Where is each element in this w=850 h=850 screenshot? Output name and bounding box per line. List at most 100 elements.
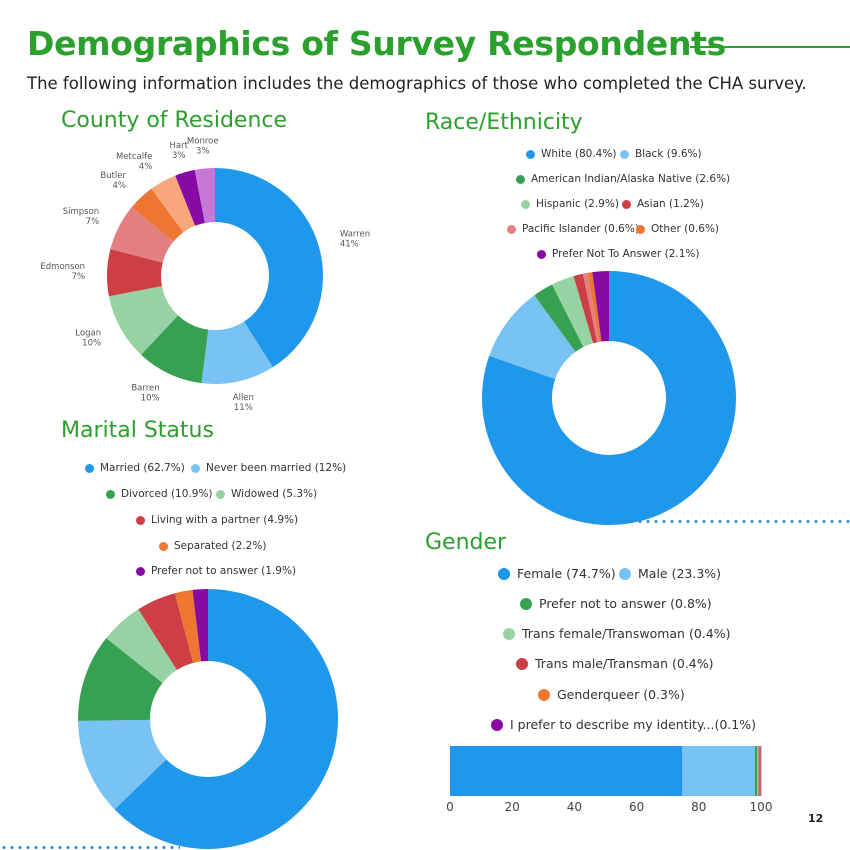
pie-slice: [192, 589, 208, 662]
x-tick-label: 60: [629, 800, 644, 814]
legend-swatch: [636, 224, 645, 234]
pie-slice: [110, 207, 174, 263]
bar-segment: [754, 746, 758, 796]
dotted-divider-bottom: [0, 846, 180, 849]
pie-slice: [138, 593, 194, 671]
slice-label: Simpson: [63, 207, 99, 217]
bar-segment: [759, 746, 761, 796]
legend-swatch: [136, 515, 145, 525]
slice-value-label: 3%: [172, 151, 186, 161]
bar-segment: [757, 746, 759, 796]
x-tick-label: 0: [446, 800, 454, 814]
bar-segment: [682, 746, 755, 796]
county-section-title: County of Residence: [61, 108, 288, 133]
pie-slice: [552, 276, 594, 348]
pie-slice: [114, 589, 338, 849]
pie-slice: [534, 284, 584, 352]
legend-item: Trans female/Transwoman (0.4%): [503, 626, 730, 641]
pie-slice: [489, 295, 576, 380]
legend-swatch: [136, 566, 145, 576]
pie-slice: [482, 271, 736, 525]
marital-section-title: Marital Status: [61, 418, 214, 443]
legend-item: Divorced (10.9%): [106, 488, 213, 500]
pie-slice: [107, 249, 163, 297]
x-tick-label: 20: [505, 800, 520, 814]
pie-slice: [141, 315, 209, 384]
legend-swatch: [619, 567, 631, 580]
legend-item: Black (9.6%): [620, 148, 702, 160]
legend-swatch: [106, 489, 115, 499]
bar-segment: [758, 746, 760, 796]
bar-segment: [450, 746, 683, 796]
slice-label: Hart: [170, 141, 189, 151]
legend-swatch: [216, 489, 225, 499]
pie-slice: [587, 272, 602, 342]
legend-item: Separated (2.2%): [159, 540, 266, 552]
legend-item: Pacific Islander (0.6%): [507, 223, 639, 235]
slice-label: Butler: [100, 171, 126, 181]
slice-value-label: 10%: [141, 394, 160, 404]
legend-item: Female (74.7%): [498, 566, 616, 581]
legend-swatch: [191, 463, 200, 473]
x-tick-label: 80: [691, 800, 706, 814]
legend-swatch: [507, 224, 516, 234]
legend-item: Never been married (12%): [191, 462, 346, 474]
legend-swatch: [520, 597, 532, 610]
pie-slice: [108, 286, 179, 355]
slice-label: Logan: [75, 329, 101, 339]
slice-value-label: 4%: [113, 181, 127, 191]
slice-label: Monroe: [187, 137, 219, 147]
pie-slice: [194, 168, 215, 223]
legend-swatch: [85, 463, 94, 473]
legend-swatch: [521, 199, 530, 209]
slice-value-label: 4%: [139, 162, 153, 172]
bar-segment: [760, 746, 762, 796]
legend-item: Other (0.6%): [636, 223, 719, 235]
pie-slice: [131, 188, 184, 242]
legend-item: Living with a partner (4.9%): [136, 514, 298, 526]
pie-slice: [174, 589, 202, 663]
x-tick-label: 100: [750, 800, 773, 814]
legend-item: Prefer Not To Answer (2.1%): [537, 248, 700, 260]
gender-section-title: Gender: [425, 530, 507, 555]
slice-label: Edmonson: [40, 262, 85, 272]
pie-slice: [106, 609, 177, 683]
intro-text: The following information includes the d…: [27, 74, 807, 93]
legend-swatch: [516, 657, 528, 670]
slice-label: Allen: [233, 393, 254, 403]
legend-swatch: [491, 718, 503, 731]
legend-item: Prefer not to answer (1.9%): [136, 565, 296, 577]
legend-item: Trans male/Transman (0.4%): [516, 656, 714, 671]
legend-swatch: [516, 174, 525, 184]
slice-value-label: 10%: [82, 339, 101, 349]
legend-swatch: [498, 567, 510, 580]
pie-slice: [78, 638, 163, 721]
legend-item: Widowed (5.3%): [216, 488, 317, 500]
legend-item: Asian (1.2%): [622, 198, 704, 210]
slice-value-label: 7%: [72, 272, 86, 282]
legend-swatch: [537, 249, 546, 259]
legend-item: Hispanic (2.9%): [521, 198, 619, 210]
x-tick-label: 40: [567, 800, 582, 814]
dotted-divider-right: [604, 520, 850, 523]
legend-swatch: [503, 627, 515, 640]
page-title: Demographics of Survey Respondents: [27, 24, 726, 63]
slice-label: Warren: [340, 230, 370, 240]
pie-slice: [582, 272, 600, 343]
slice-label: Barren: [131, 384, 159, 394]
legend-item: Married (62.7%): [85, 462, 185, 474]
pie-slice: [215, 168, 323, 368]
legend-item: Prefer not to answer (0.8%): [520, 596, 712, 611]
page-number: 12: [808, 812, 824, 825]
slice-value-label: 41%: [340, 240, 359, 250]
pie-slice: [592, 271, 609, 342]
slice-value-label: 3%: [196, 147, 210, 157]
legend-swatch: [620, 149, 629, 159]
legend-item: I prefer to describe my identity...(0.1%…: [491, 717, 756, 732]
legend-item: White (80.4%): [526, 148, 616, 160]
slice-value-label: 7%: [86, 217, 100, 227]
legend-item: Genderqueer (0.3%): [538, 687, 685, 702]
race-section-title: Race/Ethnicity: [425, 110, 583, 135]
legend-swatch: [526, 149, 535, 159]
pie-slice: [151, 175, 196, 233]
